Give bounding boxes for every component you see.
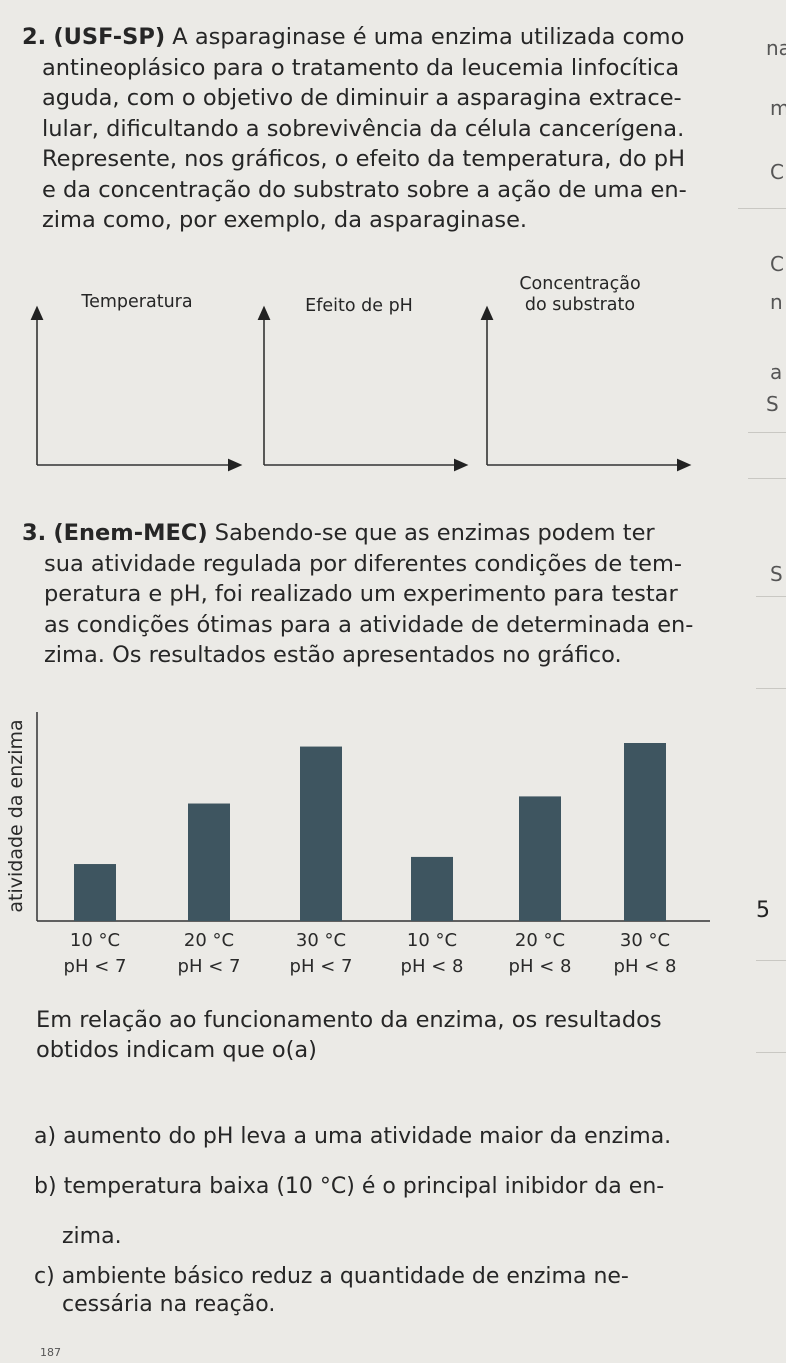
chart-tick-label-temperature: 30 °C <box>620 930 670 951</box>
chart-tick-label-ph: pH < 7 <box>64 956 127 977</box>
question-3-line: sua atividade regulada por diferentes co… <box>44 550 683 577</box>
margin-glyph: C <box>770 160 784 184</box>
option-text: cessária na reação. <box>62 1292 276 1317</box>
option-text: zima. <box>62 1224 122 1249</box>
question-2-line: aguda, com o objetivo de diminuir a aspa… <box>42 85 682 111</box>
stem-line: obtidos indicam que o(a) <box>36 1037 317 1063</box>
margin-glyph: n <box>770 290 783 314</box>
graph-substrato-axes <box>480 305 692 472</box>
chart-ylabel: atividade da enzima <box>5 719 27 912</box>
question-2-first-line: 2. (USF-SP) A asparaginase é uma enzima … <box>22 22 712 53</box>
chart-tick-label-ph: pH < 7 <box>290 956 353 977</box>
question-2-number: 2. <box>22 24 47 50</box>
option-c-continued: cessária na reação. <box>62 1290 275 1320</box>
empty-graph-axes <box>30 305 692 472</box>
question-3-source: (Enem-MEC) <box>53 520 208 546</box>
question-3-line: Sabendo-se que as enzimas podem ter <box>214 520 655 546</box>
question-3-line: peratura e pH, foi realizado um experime… <box>44 581 678 607</box>
graph-substrato-label: Concentração do substrato <box>505 274 655 316</box>
question-2: 2. (USF-SP) A asparaginase é uma enzima … <box>22 22 712 236</box>
chart-tick-label-ph: pH < 8 <box>401 956 464 977</box>
chart-bar <box>74 864 116 921</box>
option-text: temperatura baixa (10 °C) é o principal … <box>63 1174 665 1199</box>
margin-rule <box>756 688 786 689</box>
chart-tick-label-ph: pH < 8 <box>509 956 572 977</box>
option-text: ambiente básico reduz a quantidade de en… <box>61 1264 629 1289</box>
graph-substrato-label-line2: do substrato <box>524 295 636 315</box>
margin-rule <box>756 596 786 597</box>
margin-glyph: S <box>770 562 783 586</box>
margin-glyph: m <box>770 96 786 120</box>
option-a[interactable]: a) aumento do pH leva a uma atividade ma… <box>34 1122 671 1152</box>
stem-line: Em relação ao funcionamento da enzima, o… <box>36 1007 662 1033</box>
option-letter: c) <box>34 1264 55 1289</box>
margin-rule <box>756 960 786 961</box>
question-3-stem: Em relação ao funcionamento da enzima, o… <box>36 1005 736 1065</box>
chart-bar <box>519 796 561 921</box>
margin-rule <box>748 432 786 433</box>
graph-ph-axes <box>257 305 469 472</box>
question-3-number: 3. <box>22 520 47 546</box>
graph-ph-label: Efeito de pH <box>305 296 413 316</box>
margin-rule <box>748 478 786 479</box>
graph-temperatura-axes <box>30 305 243 472</box>
question-2-line: antineoplásico para o tratamento da leuc… <box>42 54 680 81</box>
question-2-line: e da concentração do substrato sobre a a… <box>42 176 687 203</box>
chart-tick-label-temperature: 30 °C <box>296 930 346 951</box>
chart-bar <box>624 743 666 921</box>
margin-glyph: C <box>770 252 784 276</box>
page-footer: 187 <box>40 1346 61 1359</box>
graph-temperatura-label: Temperatura <box>81 292 193 312</box>
chart-tick-label-temperature: 20 °C <box>184 930 234 951</box>
chart-tick-label-ph: pH < 8 <box>614 956 677 977</box>
option-letter: a) <box>34 1124 57 1149</box>
chart-tick-label-temperature: 20 °C <box>515 930 565 951</box>
option-c[interactable]: c) ambiente básico reduz a quantidade de… <box>34 1262 629 1292</box>
margin-glyph: na <box>766 36 786 60</box>
margin-glyph: 5 <box>756 898 770 923</box>
margin-rule <box>738 208 786 209</box>
option-b-continued: zima. <box>62 1222 122 1252</box>
option-text: aumento do pH leva a uma atividade maior… <box>63 1124 672 1149</box>
question-3: 3. (Enem-MEC) Sabendo-se que as enzimas … <box>22 518 722 671</box>
chart-tick-label-temperature: 10 °C <box>70 930 120 951</box>
chart-bar <box>188 803 230 921</box>
question-2-line: zima como, por exemplo, da asparaginase. <box>42 207 528 233</box>
question-3-first-line: 3. (Enem-MEC) Sabendo-se que as enzimas … <box>22 518 722 549</box>
question-2-line: lular, dificultando a sobrevivência da c… <box>42 115 685 142</box>
question-2-line: A asparaginase é uma enzima utilizada co… <box>172 24 685 50</box>
margin-glyph: a <box>770 360 783 384</box>
margin-glyph: S <box>766 392 779 416</box>
question-2-source: (USF-SP) <box>53 24 166 50</box>
question-2-line: Represente, nos gráficos, o efeito da te… <box>42 146 686 172</box>
enzyme-activity-chart: atividade da enzima 10 °C pH < 7 20 °C pH <… <box>5 712 710 977</box>
chart-bar <box>300 746 342 921</box>
option-letter: b) <box>34 1174 57 1199</box>
question-3-line: zima. Os resultados estão apresentados n… <box>44 642 622 668</box>
question-3-line: as condições ótimas para a atividade de … <box>44 611 694 638</box>
chart-tick-label-temperature: 10 °C <box>407 930 457 951</box>
option-b[interactable]: b) temperatura baixa (10 °C) é o princip… <box>34 1172 664 1202</box>
margin-rule <box>756 1052 786 1053</box>
graph-substrato-label-line1: Concentração <box>519 274 641 294</box>
chart-bar <box>411 856 453 921</box>
chart-tick-label-ph: pH < 7 <box>178 956 241 977</box>
